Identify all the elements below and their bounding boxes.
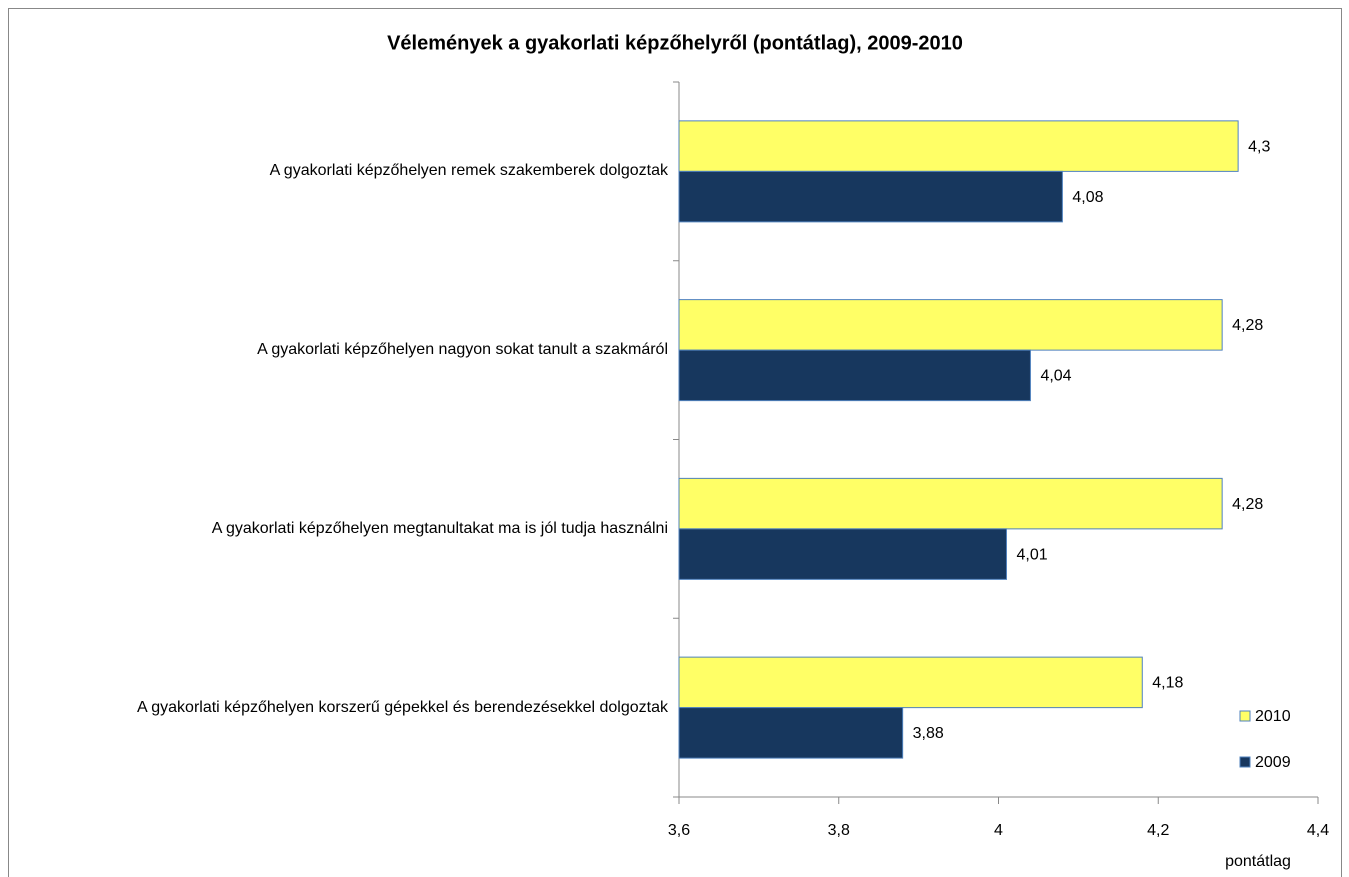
legend-swatch [1239, 710, 1251, 722]
chart-border [8, 8, 1342, 877]
category-text: A gyakorlati képzőhelyen remek szakember… [269, 162, 668, 180]
bar [678, 120, 1239, 172]
category-label: A gyakorlati képzőhelyen megtanultakat m… [8, 520, 668, 538]
legend-swatch [1239, 756, 1251, 768]
chart-title: Vélemények a gyakorlati képzőhelyről (po… [387, 32, 963, 54]
x-axis-title: pontátlag [1225, 853, 1291, 870]
x-tick-label: 4,2 [1147, 822, 1169, 839]
legend-label: 2010 [1255, 708, 1291, 725]
bar [678, 349, 1031, 402]
category-label: A gyakorlati képzőhelyen nagyon sokat ta… [8, 341, 668, 359]
x-tick-label: 3,8 [828, 822, 850, 839]
bar [678, 477, 1223, 530]
bar [678, 170, 1063, 223]
category-text: A gyakorlati képzőhelyen korszerű gépekk… [137, 698, 668, 716]
data-label: 4,3 [1248, 138, 1270, 155]
data-label: 4,01 [1016, 546, 1047, 563]
data-label: 4,28 [1232, 317, 1263, 334]
data-label: 3,88 [913, 725, 944, 742]
category-label: A gyakorlati képzőhelyen korszerű gépekk… [8, 699, 668, 717]
data-label: 4,08 [1072, 189, 1103, 206]
category-text: A gyakorlati képzőhelyen megtanultakat m… [211, 519, 668, 537]
legend-label: 2009 [1255, 754, 1291, 771]
x-tick-label: 3,6 [668, 822, 690, 839]
data-label: 4,28 [1232, 496, 1263, 513]
category-label: A gyakorlati képzőhelyen remek szakember… [8, 162, 668, 180]
bar [678, 299, 1223, 351]
bar [678, 656, 1143, 709]
category-text: A gyakorlati képzőhelyen nagyon sokat ta… [257, 341, 668, 359]
data-label: 4,18 [1152, 675, 1183, 692]
x-tick-label: 4,4 [1307, 822, 1329, 839]
x-tick-label: 4 [994, 822, 1003, 839]
bar [678, 528, 1007, 580]
bar [678, 707, 904, 759]
data-label: 4,04 [1040, 368, 1071, 385]
